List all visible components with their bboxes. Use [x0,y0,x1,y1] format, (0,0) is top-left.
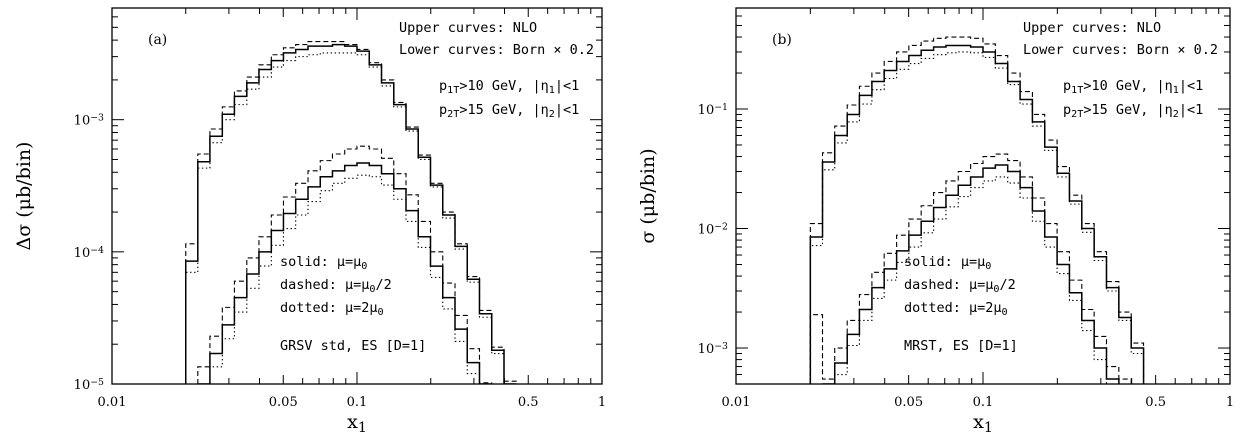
legend-dashed: dashed: μ=μ0/2 [904,277,1016,295]
cut-note-2: p2T>15 GeV, |η2|<1 [439,102,579,120]
panel-label: (b) [772,32,792,48]
upper-dashed-curve [185,41,517,384]
x-tick-label: 1 [598,395,606,410]
curves [185,41,517,384]
upper-curves-note: Upper curves: NLO [1023,20,1161,36]
upper-dotted-curve [185,52,517,384]
legend-dotted: dotted: μ=2μ0 [904,300,1008,318]
x-tick-label: 0.01 [98,395,127,410]
y-axis-ticks [112,7,602,385]
x-axis-title: x1 [973,411,993,436]
pdf-set-label: GRSV std, ES [D=1] [280,338,426,354]
lower-curves-note: Lower curves: Born × 0.2 [1023,42,1218,58]
legend-solid: solid: μ=μ0 [280,254,367,272]
y-tick-label: 10−1 [698,102,728,118]
y-tick-label: 10−4 [74,245,104,261]
cut-note-1: p1T>10 GeV, |η1|<1 [1063,78,1203,96]
lower-solid-curve [822,164,1120,384]
panel-label: (a) [148,32,167,48]
x-tick-label: 0.5 [1145,395,1166,410]
upper-solid-curve [185,43,517,384]
cut-note-2: p2T>15 GeV, |η2|<1 [1063,102,1203,120]
lower-dotted-curve [834,176,1108,384]
cut-note-1: p1T>10 GeV, |η1|<1 [439,78,579,96]
x-tick-label: 0.05 [269,395,298,410]
y-tick-label: 10−3 [698,341,728,357]
pdf-set-label: MRST, ES [D=1] [904,338,1018,354]
x-tick-label: 1 [1226,395,1234,410]
upper-curves-note: Upper curves: NLO [399,20,537,36]
y-axis-title: Δσ (μb/bin) [13,142,35,251]
curves [809,36,1145,384]
upper-dashed-curve [809,36,1145,384]
legend-solid: solid: μ=μ0 [904,254,991,272]
y-tick-label: 10−2 [698,221,728,237]
y-axis-title: σ (μb/bin) [637,148,659,243]
x-axis-ticks [735,8,1220,384]
x-axis-ticks [111,8,592,384]
x-tick-label: 0.5 [518,395,539,410]
x-tick-label: 0.01 [722,395,751,410]
x-tick-label: 0.1 [347,395,368,410]
y-tick-label: 10−3 [74,113,104,129]
panel-b: 0.01 0.05 0.1 0.5 1 10−3 10−2 10−1 x1 σ (μb/bin) (… [637,7,1234,436]
lower-dashed-curve [197,145,493,384]
lower-dashed-curve [809,153,1132,384]
x-tick-label: 0.1 [973,395,994,410]
legend-dashed: dashed: μ=μ0/2 [280,277,392,295]
y-tick-label: 10−5 [74,377,104,393]
panel-a: 0.01 0.05 0.1 0.5 1 10−5 10−4 10−3 x1 Δσ (μb/bin)… [13,7,606,436]
y-axis-ticks [736,7,1230,385]
x-tick-label: 0.05 [894,395,923,410]
x-axis-title: x1 [347,411,367,436]
lower-curves-note: Lower curves: Born × 0.2 [399,42,594,58]
legend-dotted: dotted: μ=2μ0 [280,300,384,318]
